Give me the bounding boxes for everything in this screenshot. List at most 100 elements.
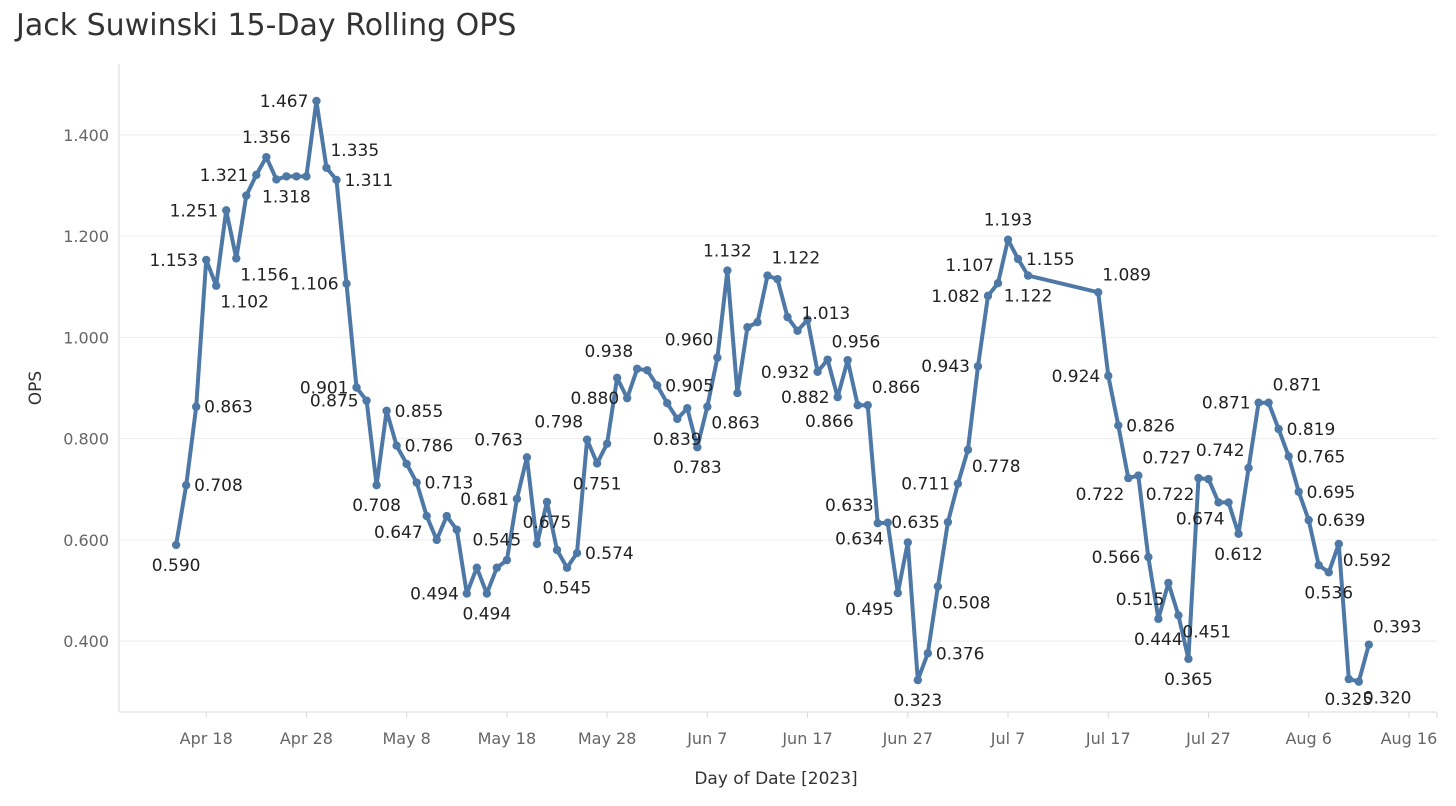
data-point — [723, 266, 732, 275]
x-tick-label: May 18 — [478, 729, 537, 748]
data-label: 0.536 — [1304, 583, 1353, 603]
data-point — [803, 315, 812, 324]
data-label: 1.251 — [170, 201, 219, 221]
data-point — [1013, 254, 1023, 264]
data-point — [883, 518, 892, 527]
data-label: 0.727 — [1142, 449, 1191, 469]
y-tick-label: 0.600 — [63, 531, 109, 550]
data-point — [402, 459, 411, 469]
data-label: 0.590 — [152, 556, 201, 576]
data-point — [1264, 398, 1273, 407]
data-point — [1134, 471, 1143, 480]
data-label: 0.826 — [1126, 416, 1175, 436]
data-label: 0.713 — [425, 474, 474, 494]
data-point — [632, 364, 642, 373]
y-tick-label: 1.000 — [63, 328, 109, 347]
data-point — [953, 479, 963, 488]
data-label: 0.871 — [1273, 376, 1322, 396]
data-point — [673, 414, 682, 424]
data-label: 1.106 — [290, 275, 339, 295]
x-tick-label: Jun 27 — [882, 729, 933, 748]
data-label: 0.566 — [1092, 548, 1141, 568]
data-label: 0.711 — [901, 475, 950, 495]
data-point — [342, 279, 351, 288]
data-point — [693, 443, 702, 452]
data-point — [622, 393, 632, 403]
data-point — [743, 323, 752, 332]
data-point — [472, 563, 482, 572]
data-label: 0.494 — [410, 585, 459, 605]
gridlines — [119, 134, 1437, 642]
data-point — [332, 175, 341, 185]
data-label: 0.639 — [1317, 511, 1366, 531]
data-point — [582, 435, 592, 444]
data-point — [823, 355, 832, 364]
data-point — [171, 540, 181, 550]
data-label: 1.122 — [771, 249, 820, 269]
x-tick-label: Apr 18 — [180, 729, 233, 748]
data-point — [292, 172, 301, 181]
data-label: 0.592 — [1343, 551, 1392, 571]
x-tick-label: Jul 17 — [1085, 729, 1131, 748]
data-label: 0.880 — [570, 389, 619, 409]
data-label: 1.089 — [1102, 265, 1151, 285]
data-point — [1104, 371, 1113, 381]
data-point — [532, 539, 542, 549]
data-point — [763, 271, 772, 280]
x-tick-label: Jun 7 — [686, 729, 727, 748]
data-label: 0.376 — [936, 644, 985, 664]
data-label: 0.956 — [832, 333, 881, 353]
data-point — [442, 511, 451, 521]
data-label: 0.866 — [872, 378, 921, 398]
x-axis-ticks: Apr 18 Apr 28 May 8 May 18 May 28 Jun 7 Jun 17… — [180, 712, 1437, 748]
data-label: 0.783 — [673, 458, 722, 478]
data-point — [612, 373, 622, 383]
x-tick-label: Aug 6 — [1285, 729, 1332, 748]
data-label: 0.763 — [474, 430, 523, 450]
data-label: 0.871 — [1202, 394, 1251, 414]
data-label: 0.708 — [194, 476, 243, 496]
data-point — [1354, 677, 1364, 686]
data-point — [813, 367, 822, 376]
data-point — [783, 312, 792, 322]
data-point — [322, 163, 331, 172]
data-point — [592, 459, 602, 468]
data-point — [703, 402, 712, 411]
data-point — [372, 481, 381, 490]
data-point — [983, 291, 993, 301]
data-point — [793, 326, 802, 335]
data-label: 1.356 — [242, 128, 291, 148]
data-point — [863, 401, 872, 410]
data-label: 0.612 — [1214, 545, 1263, 565]
data-point — [1294, 487, 1303, 496]
data-label: 0.633 — [825, 496, 874, 516]
data-point — [1114, 421, 1123, 430]
data-point — [252, 170, 261, 180]
data-label: 0.647 — [374, 523, 423, 543]
data-label: 0.742 — [1196, 441, 1245, 461]
ops-series — [171, 96, 1374, 686]
data-label: 0.545 — [543, 579, 592, 599]
data-label: 1.467 — [260, 92, 309, 112]
data-point — [222, 206, 231, 215]
y-tick-label: 1.200 — [63, 227, 109, 246]
data-point — [913, 675, 923, 685]
data-point — [482, 589, 492, 598]
data-point — [1334, 539, 1343, 549]
data-point — [933, 582, 943, 591]
data-label: 1.102 — [220, 293, 269, 313]
data-point — [1023, 271, 1033, 280]
data-label: 1.013 — [802, 304, 851, 324]
data-label: 1.156 — [240, 265, 289, 285]
data-label: 0.866 — [805, 412, 854, 432]
data-point — [382, 406, 391, 415]
data-point — [392, 441, 401, 450]
data-label: 0.365 — [1164, 670, 1213, 690]
data-point — [1234, 529, 1243, 538]
x-tick-label: May 28 — [578, 729, 637, 748]
data-label: 0.695 — [1307, 483, 1356, 503]
data-point — [1164, 578, 1173, 588]
data-point — [1154, 614, 1163, 624]
data-point — [1244, 463, 1253, 473]
data-point — [312, 96, 321, 106]
